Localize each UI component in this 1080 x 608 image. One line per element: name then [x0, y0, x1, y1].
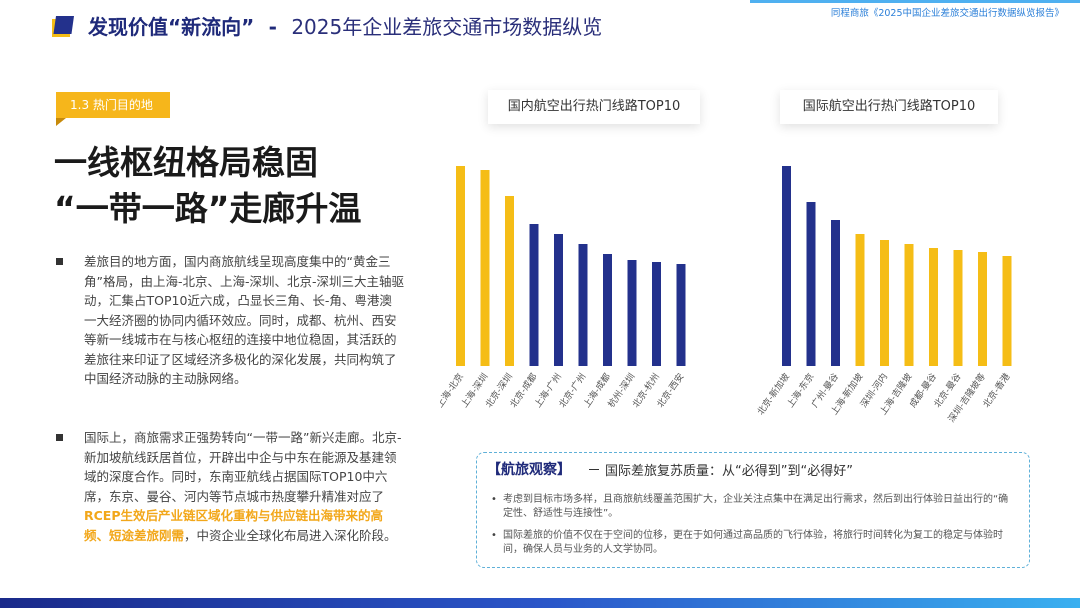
bar-domestic-7: [603, 254, 612, 366]
source-accent-line: [750, 0, 1080, 3]
paragraph-domestic-text: 差旅目的地方面，国内商旅航线呈现高度集中的“黄金三角”格局，由上海-北京、上海-…: [84, 254, 405, 386]
bar-domestic-10: [676, 264, 686, 366]
bullet-square-icon: [56, 258, 63, 265]
header: 发现价值“新流向” - 2025年企业差旅交通市场数据纵览 同程商旅《2025中…: [0, 0, 1080, 58]
bar-international-8: [953, 250, 963, 366]
bar-international-7: [929, 248, 938, 366]
bar-domestic-5: [554, 234, 563, 366]
paragraph-international-text-b: ，中资企业全球化布局进入深化阶段。: [184, 527, 397, 543]
headline-line-1: 一线枢纽格局稳固: [54, 143, 318, 182]
headline: 一线枢纽格局稳固 “一带一路”走廊升温: [54, 140, 361, 232]
international-chart-title: 国际航空出行热门线路TOP10: [780, 90, 998, 124]
paragraph-international-text: 国际上，商旅需求正强势转向“一带一路”新兴走廊。北京-新加坡航线跃居首位，开辟出…: [84, 428, 404, 545]
category-label-international-1: 北京-新加坡: [754, 371, 792, 417]
observation-item-1: 考虑到目标市场多样，且商旅航线覆盖范围扩大，企业关注点集中在满足出行需求，然后到…: [491, 493, 1015, 521]
bar-domestic-8: [627, 260, 637, 366]
bar-domestic-2: [480, 170, 490, 366]
bar-international-2: [806, 202, 816, 366]
observation-box: 【航旅观察】 国际差旅复苏质量：从“必得到”到“必得好” 考虑到目标市场多样，且…: [476, 452, 1030, 568]
headline-line-2: “一带一路”走廊升温: [54, 189, 362, 228]
title-subtitle: 2025年企业差旅交通市场数据纵览: [291, 15, 603, 39]
footer-bar: [0, 598, 1080, 608]
bar-international-3: [831, 220, 840, 366]
domestic-chart-title: 国内航空出行热门线路TOP10: [488, 90, 700, 124]
bullet-square-icon: [56, 434, 63, 441]
bar-international-4: [855, 234, 865, 366]
paragraph-international-text-a: 国际上，商旅需求正强势转向“一带一路”新兴走廊。北京-新加坡航线跃居首位，开辟出…: [84, 430, 402, 504]
bar-international-9: [978, 252, 987, 366]
source-label: 同程商旅《2025中国企业差旅交通出行数据纵览报告》: [830, 8, 1064, 19]
bar-domestic-9: [652, 262, 661, 366]
observation-item-2: 国际差旅的价值不仅在于空间的位移，更在于如何通过高品质的飞行体验，将旅行时间转化…: [491, 529, 1015, 557]
observation-subtitle: 国际差旅复苏质量：从“必得到”到“必得好”: [605, 464, 853, 479]
observation-divider: [589, 469, 599, 470]
route-bar-charts: 上海-北京上海-深圳北京-深圳北京-成都上海-广州北京-广州上海-成都杭州-深圳…: [440, 166, 1012, 425]
bar-international-1: [782, 166, 791, 366]
brand-logo-icon: [52, 16, 74, 37]
title-separator: -: [268, 15, 277, 39]
bar-international-5: [880, 240, 889, 366]
title-bold: 发现价值“新流向”: [88, 15, 255, 39]
page-title: 发现价值“新流向” - 2025年企业差旅交通市场数据纵览: [88, 13, 602, 41]
observation-title: 【航旅观察】: [487, 462, 571, 478]
paragraph-domestic: 差旅目的地方面，国内商旅航线呈现高度集中的“黄金三角”格局，由上海-北京、上海-…: [56, 252, 404, 389]
section-tag: 1.3 热门目的地: [56, 92, 170, 126]
paragraph-international: 国际上，商旅需求正强势转向“一带一路”新兴走廊。北京-新加坡航线跃居首位，开辟出…: [56, 428, 404, 545]
bar-domestic-3: [505, 196, 514, 366]
bar-international-10: [1002, 256, 1012, 366]
bar-domestic-6: [578, 244, 588, 366]
bar-international-6: [904, 244, 914, 366]
bar-domestic-4: [529, 224, 539, 366]
paragraph-highlight: RCEP生效后产业链区域化重构与供应链出海带来的高频、短途差旅刚需: [84, 508, 383, 543]
bar-domestic-1: [456, 166, 465, 366]
